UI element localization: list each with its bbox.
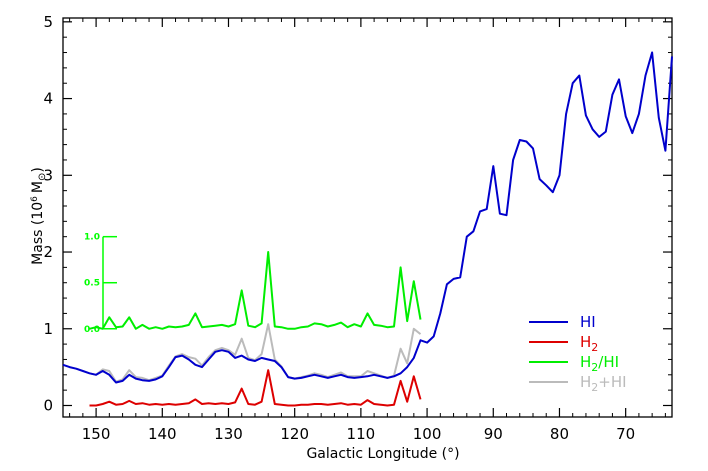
y-tick-label: 3	[43, 166, 53, 184]
legend-label-main: H	[580, 373, 591, 391]
x-tick-label: 130	[214, 425, 243, 443]
legend-label-subscript: 2	[591, 341, 598, 354]
legend-label-main: H	[580, 353, 591, 371]
inset-axis-tick-label: 0.0	[84, 325, 100, 335]
y-axis-label-main: Mass (10	[30, 202, 46, 265]
y-axis-label-subscript: ⊙	[37, 173, 48, 181]
series-line-hi	[62, 51, 673, 384]
x-tick-label: 80	[550, 425, 569, 443]
series-line-h2	[89, 369, 422, 407]
x-tick-label: 140	[148, 425, 177, 443]
y-axis-label-exponent: 6	[30, 196, 40, 202]
inset-axis-tick-label: 0.5	[84, 279, 100, 289]
y-axis-label-close: )	[30, 167, 46, 172]
y-tick-label: 2	[43, 243, 53, 261]
y-axis-label: Mass (106 M⊙)	[30, 167, 48, 265]
inset-axis-tick-label: 1.0	[84, 233, 100, 243]
series-line-h2-hi	[89, 251, 422, 330]
y-tick-label: 4	[43, 90, 53, 108]
series-layer	[62, 51, 673, 407]
legend-label-subscript: 2	[591, 361, 598, 374]
legend-label-main: HI	[580, 313, 596, 331]
series-line-h2-hi	[89, 323, 422, 383]
y-axis: 0 1 2 3 4 5	[43, 13, 672, 414]
y-tick-label: 1	[43, 320, 53, 338]
y-axis-label-symbol: M	[30, 181, 46, 193]
legend-label-suffix: +HI	[598, 373, 626, 391]
x-tick-label: 120	[280, 425, 309, 443]
y-tick-label: 0	[43, 396, 53, 414]
plot-border	[62, 17, 673, 418]
x-axis: 150 140 130 120 110 100 90 80 70	[69, 18, 666, 443]
x-tick-label: 100	[413, 425, 442, 443]
legend-label: HI	[580, 313, 596, 331]
x-axis-label: Galactic Longitude (°)	[306, 446, 459, 462]
y-tick-label: 5	[43, 13, 53, 31]
x-tick-label: 70	[616, 425, 635, 443]
x-tick-label: 110	[347, 425, 376, 443]
legend-label-suffix: /HI	[598, 353, 619, 371]
legend-label: H2	[580, 333, 598, 354]
plot-frame	[62, 17, 673, 418]
inset-ratio-axis: 0.0 0.5 1.0	[84, 233, 117, 335]
legend-label-subscript: 2	[591, 381, 598, 394]
legend-label-main: H	[580, 333, 591, 351]
legend-label: H2/HI	[580, 353, 619, 374]
x-tick-label: 150	[82, 425, 111, 443]
x-tick-label: 90	[484, 425, 503, 443]
legend-label: H2+HI	[580, 373, 627, 394]
